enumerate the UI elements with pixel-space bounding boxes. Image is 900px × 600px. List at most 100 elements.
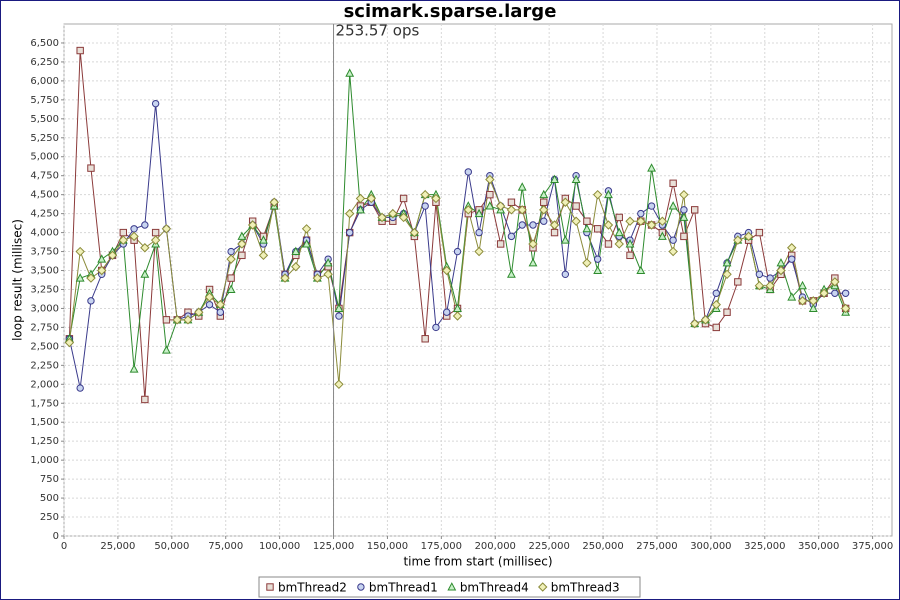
y-tick-label: 3,250 [30, 284, 59, 295]
y-tick-label: 5,250 [30, 133, 59, 144]
point [227, 247, 235, 256]
point [323, 258, 333, 267]
point [75, 273, 85, 282]
point [669, 236, 677, 244]
y-tick-label: 6,000 [30, 76, 59, 87]
point [507, 198, 516, 206]
point [647, 202, 656, 210]
x-tick-label: 275,000 [636, 541, 677, 552]
point [722, 269, 732, 280]
point [549, 220, 560, 230]
legend-marker [447, 582, 457, 591]
point [637, 209, 645, 218]
y-tick-label: 2,750 [30, 322, 59, 333]
point [141, 221, 149, 229]
point [204, 292, 215, 302]
x-tick-label: 50,000 [154, 541, 189, 552]
point [399, 194, 408, 203]
y-tick-label: 5,000 [30, 152, 59, 163]
point [97, 265, 107, 276]
y-tick-label: 4,750 [30, 171, 59, 182]
point [475, 228, 483, 237]
point [668, 246, 678, 257]
point [830, 277, 840, 287]
point [614, 239, 624, 249]
point [711, 299, 721, 310]
point [529, 221, 537, 229]
point [626, 251, 634, 260]
point [528, 239, 538, 249]
x-axis-label: time from start (millisec) [403, 555, 552, 569]
point [205, 300, 214, 309]
point [657, 216, 668, 226]
point [572, 202, 580, 210]
point [87, 164, 95, 172]
point [540, 198, 548, 206]
y-tick-label: 2,500 [30, 341, 59, 352]
point [259, 235, 268, 244]
point [755, 270, 764, 279]
point [625, 216, 635, 226]
annotation-label: 253.57 ops [336, 22, 420, 40]
x-tick-label: 150,000 [367, 541, 408, 552]
point [269, 197, 279, 207]
point [421, 335, 429, 343]
y-tick-label: 750 [40, 474, 59, 485]
point [215, 299, 226, 310]
point [766, 274, 774, 282]
point [517, 182, 527, 191]
x-tick-label: 200,000 [475, 541, 516, 552]
point [431, 193, 441, 204]
point [280, 273, 290, 283]
point [355, 193, 366, 204]
x-tick-label: 225,000 [528, 541, 569, 552]
point [474, 208, 484, 218]
point [571, 216, 581, 226]
x-tick-label: 300,000 [690, 541, 731, 552]
point [238, 251, 246, 260]
y-tick-label: 2,000 [30, 379, 59, 390]
point [712, 289, 720, 297]
point [604, 189, 613, 199]
x-tick-label: 325,000 [744, 541, 785, 552]
point [614, 227, 624, 237]
point [323, 269, 333, 280]
point [496, 240, 505, 248]
point [507, 232, 516, 241]
point [409, 227, 420, 238]
point [797, 296, 808, 306]
point [76, 384, 84, 392]
point [151, 228, 160, 237]
point [636, 216, 646, 226]
point [593, 255, 602, 263]
chart-title: scimark.sparse.large [344, 1, 557, 22]
point [421, 202, 429, 210]
point [97, 254, 107, 263]
y-tick-label: 5,750 [30, 95, 59, 106]
point [194, 307, 204, 317]
point [604, 240, 613, 248]
point [334, 379, 344, 390]
point [247, 220, 258, 230]
point [722, 258, 732, 267]
point [140, 243, 150, 253]
point [679, 212, 689, 221]
point [593, 225, 602, 233]
point [453, 247, 462, 256]
point [432, 323, 440, 332]
point [518, 221, 526, 229]
point [107, 250, 118, 261]
point [691, 206, 699, 214]
y-tick-label: 1,250 [30, 436, 59, 447]
point [743, 231, 754, 242]
point [464, 168, 472, 176]
point [528, 258, 538, 267]
point [64, 337, 75, 348]
point [443, 308, 451, 316]
point [388, 208, 398, 219]
point [150, 235, 161, 245]
y-tick-label: 1,000 [30, 455, 59, 466]
y-tick-label: 4,250 [30, 209, 59, 220]
y-tick-label: 2,250 [30, 360, 59, 371]
